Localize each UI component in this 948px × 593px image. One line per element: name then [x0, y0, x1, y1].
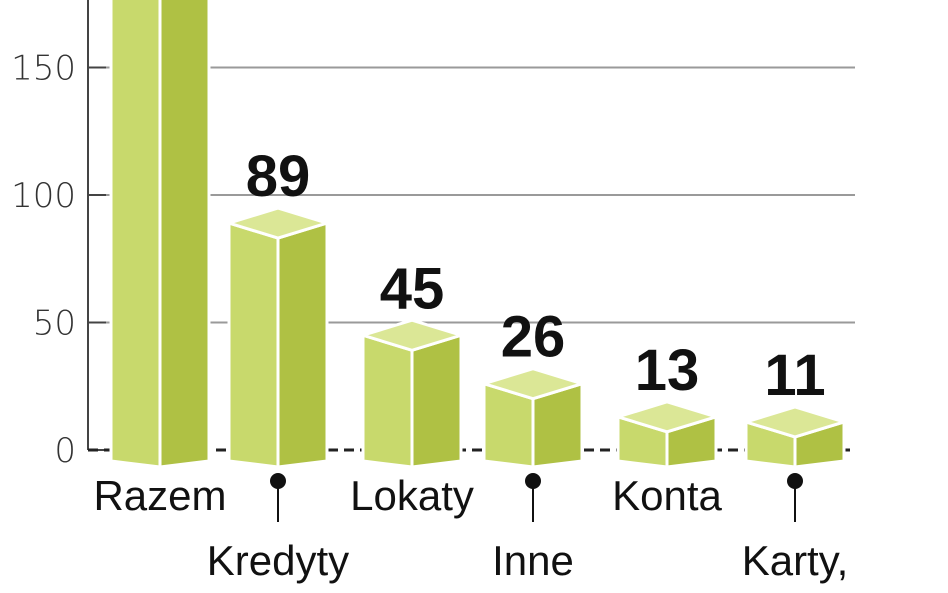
bar-front-lokaty [361, 333, 414, 469]
category-label: Razem [93, 472, 226, 519]
category-label: Konta [612, 472, 722, 519]
category-label: Karty, [742, 537, 849, 584]
bar-side [410, 333, 463, 469]
bar-top [223, 206, 333, 240]
bar-top [740, 405, 850, 439]
category-label: Lokaty [350, 472, 474, 519]
bar-front-kredyty [227, 221, 280, 469]
data-label: 26 [501, 305, 566, 370]
data-label: 11 [764, 343, 825, 408]
bar-front-razem [109, 0, 162, 469]
data-label: 45 [380, 256, 445, 321]
bar-top [357, 318, 467, 352]
bar-side [276, 221, 329, 469]
y-tick-label: 0 [54, 431, 76, 471]
data-label: 89 [246, 144, 311, 209]
bar-top [478, 367, 588, 401]
data-label: 13 [635, 338, 700, 403]
category-label: Kredyty [207, 537, 349, 584]
category-label: Inne [492, 537, 574, 584]
bar-side [158, 0, 211, 469]
y-tick-label: 150 [11, 49, 76, 89]
bar-top [612, 400, 722, 434]
y-tick-label: 100 [11, 176, 76, 216]
y-tick-label: 50 [33, 304, 76, 344]
